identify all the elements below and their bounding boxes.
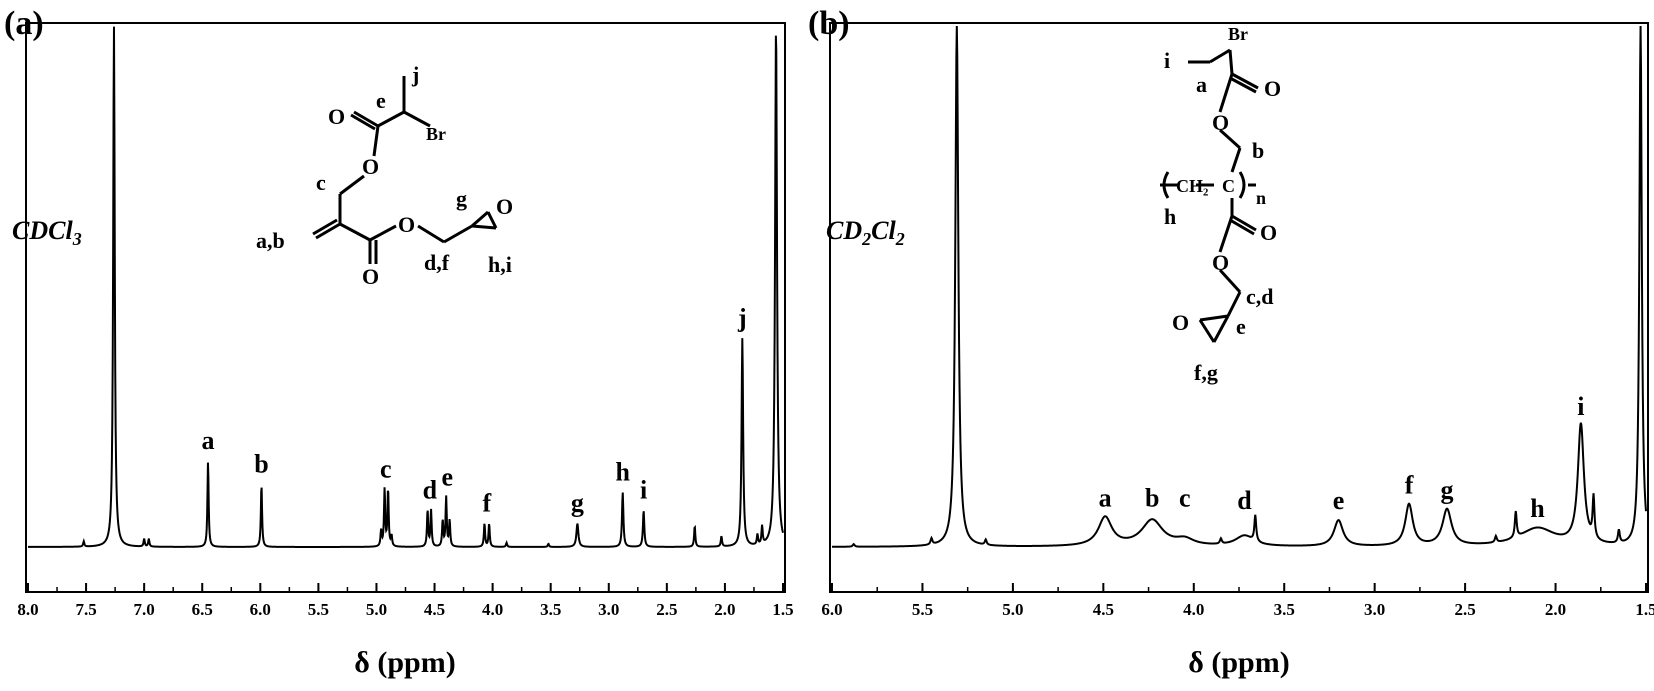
peak-label: b xyxy=(254,449,268,478)
x-tick-label: 5.0 xyxy=(366,600,387,619)
x-tick-label: 4.0 xyxy=(482,600,503,619)
panel-a: (a) CDCl3 8.0 7.5 7.0 6.5 6.0 5.5 5.0 4.5 4.0 3.5… xyxy=(4,5,794,679)
struct-b-label: C xyxy=(1222,176,1235,196)
struct-b-label: O xyxy=(1264,76,1281,101)
struct-a-label: a,b xyxy=(256,228,285,253)
struct-b-label: O xyxy=(1212,110,1229,135)
panel-b-peak-labels: a b c d e f g h i xyxy=(1099,392,1585,523)
peak-label: h xyxy=(1530,494,1545,523)
struct-a-label: g xyxy=(456,186,467,211)
peak-label: i xyxy=(640,476,647,505)
peak-label: a xyxy=(202,426,215,455)
x-tick-label: 2.0 xyxy=(1545,600,1566,619)
struct-b-label: O xyxy=(1172,310,1189,335)
panel-a-x-ticks: 8.0 7.5 7.0 6.5 6.0 5.5 5.0 4.5 4.0 3.5 3.0 2.5 2.0 1… xyxy=(17,583,794,619)
x-tick-label: 1.5 xyxy=(1635,600,1654,619)
struct-b-label: O xyxy=(1212,250,1229,275)
struct-b-label: e xyxy=(1236,314,1246,339)
x-tick-label: 6.0 xyxy=(250,600,271,619)
struct-a-label: h,i xyxy=(488,252,512,277)
peak-label: d xyxy=(1237,486,1252,515)
x-tick-label: 4.5 xyxy=(1093,600,1114,619)
panel-b-solvent-label: CD2Cl2 xyxy=(826,216,905,249)
struct-b-label: Br xyxy=(1228,24,1248,44)
panel-b: (b) CD2Cl2 6.0 5.5 5.0 4.5 4.0 3.5 3.0 2.5 2.0 1.… xyxy=(808,5,1654,679)
x-tick-label: 4.5 xyxy=(424,600,445,619)
struct-a-label: O xyxy=(362,264,379,289)
x-tick-label: 1.5 xyxy=(772,600,793,619)
x-tick-label: 2.5 xyxy=(1454,600,1475,619)
x-tick-label: 4.0 xyxy=(1183,600,1204,619)
struct-b-label: h xyxy=(1164,204,1176,229)
panel-b-spectrum-line xyxy=(832,25,1647,548)
peak-label: e xyxy=(442,463,454,492)
panel-a-x-axis-label: δ (ppm) xyxy=(354,646,455,679)
x-tick-label: 7.5 xyxy=(75,600,96,619)
struct-b-label: CH₂ xyxy=(1176,176,1208,196)
panel-b-polymer-structure xyxy=(1160,48,1259,343)
struct-b-label: i xyxy=(1164,48,1170,73)
peak-label: c xyxy=(380,455,392,484)
struct-a-label: O xyxy=(362,154,379,179)
peak-label: b xyxy=(1145,483,1159,512)
x-tick-label: 6.0 xyxy=(821,600,842,619)
struct-b-label: a xyxy=(1196,72,1207,97)
peak-label: h xyxy=(615,457,630,486)
struct-b-label: n xyxy=(1256,188,1266,208)
x-tick-label: 3.5 xyxy=(540,600,561,619)
struct-b-label: f,g xyxy=(1194,360,1218,385)
struct-a-label: c xyxy=(316,170,326,195)
x-tick-label: 3.5 xyxy=(1274,600,1295,619)
x-tick-label: 2.0 xyxy=(714,600,735,619)
x-tick-label: 3.0 xyxy=(1364,600,1385,619)
x-tick-label: 7.0 xyxy=(134,600,155,619)
struct-a-label: Br xyxy=(426,124,446,144)
x-tick-label: 3.0 xyxy=(598,600,619,619)
panel-a-molecule-structure xyxy=(312,76,498,264)
struct-b-label: c,d xyxy=(1246,284,1274,309)
peak-label: g xyxy=(571,489,584,518)
peak-label: i xyxy=(1577,392,1584,421)
x-tick-label: 5.5 xyxy=(308,600,329,619)
x-tick-label: 2.5 xyxy=(656,600,677,619)
panel-a-solvent-label: CDCl3 xyxy=(12,216,82,249)
peak-label: e xyxy=(1333,486,1345,515)
struct-a-label: e xyxy=(376,88,386,113)
x-tick-label: 5.5 xyxy=(912,600,933,619)
struct-b-label: b xyxy=(1252,138,1264,163)
panel-b-x-ticks: 6.0 5.5 5.0 4.5 4.0 3.5 3.0 2.5 2.0 1.5 xyxy=(821,583,1654,619)
panel-a-peak-labels: a b c d ef g hi j xyxy=(202,304,747,518)
peak-label: f xyxy=(1405,470,1414,499)
peak-label: f xyxy=(482,489,491,518)
x-tick-label: 8.0 xyxy=(17,600,38,619)
panel-b-x-axis-label: δ (ppm) xyxy=(1188,646,1289,679)
struct-a-label: d,f xyxy=(424,250,450,275)
peak-label: a xyxy=(1099,483,1112,512)
peak-label: j xyxy=(737,304,747,333)
peak-label: d xyxy=(423,476,438,505)
struct-a-label: j xyxy=(411,62,419,87)
struct-a-label: O xyxy=(398,212,415,237)
x-tick-label: 6.5 xyxy=(192,600,213,619)
peak-label: c xyxy=(1179,483,1191,512)
panel-b-structure-labels: Br i a O O b CH₂ C n h O O c,d O e f,g xyxy=(1164,24,1281,385)
struct-b-label: O xyxy=(1260,220,1277,245)
peak-label: g xyxy=(1441,476,1454,505)
panel-a-spectrum-line xyxy=(28,26,784,548)
struct-a-label: O xyxy=(328,104,345,129)
panel-a-structure-labels: j e Br O O c g O a,b O d,f h,i O xyxy=(256,62,513,289)
struct-a-label: O xyxy=(496,194,513,219)
x-tick-label: 5.0 xyxy=(1002,600,1023,619)
